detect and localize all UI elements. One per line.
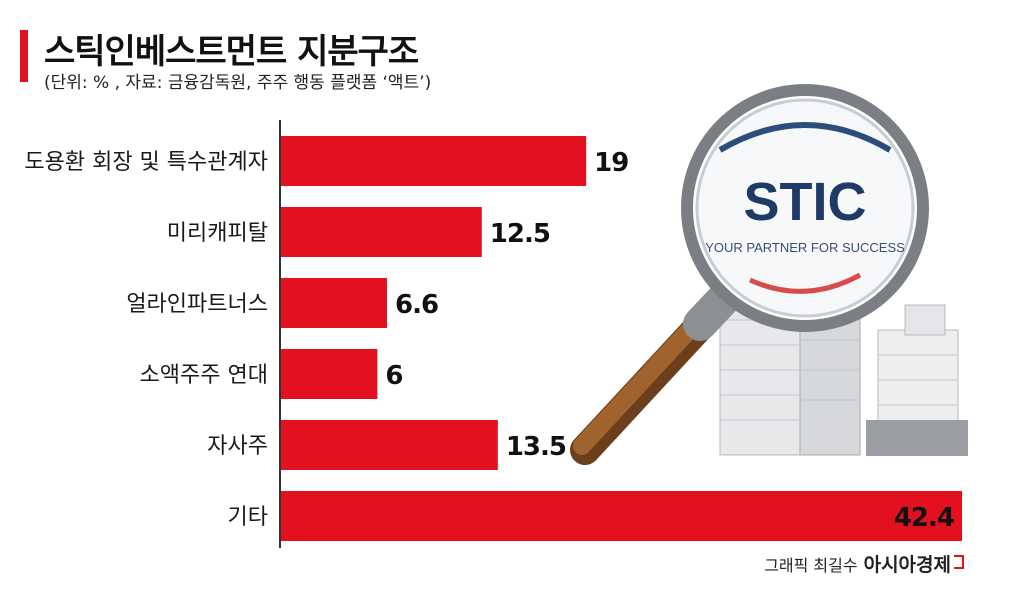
bar-3 — [281, 349, 378, 399]
value-label-0: 19 — [594, 148, 628, 178]
value-label-5: 42.4 — [894, 503, 954, 533]
bars-group: 도용환 회장 및 특수관계자 19 미리캐피탈 12.5 얼라인파트너스 6.6 소액주주 … — [24, 136, 962, 541]
stic-tagline-text: YOUR PARTNER FOR SUCCESS — [705, 240, 905, 255]
magnifier-lens: STIC YOUR PARTNER FOR SUCCESS — [681, 84, 929, 332]
category-label-2: 얼라인파트너스 — [126, 292, 268, 317]
value-label-1: 12.5 — [490, 219, 550, 249]
magnifier-illustration: STIC YOUR PARTNER FOR SUCCESS — [570, 84, 968, 465]
category-label-3: 소액주주 연대 — [140, 363, 268, 388]
chart-title: 스틱인베스트먼트 지분구조 — [44, 32, 419, 72]
category-label-0: 도용환 회장 및 특수관계자 — [24, 150, 268, 175]
footer-credit: 그래픽 최길수 아시아경제 — [764, 550, 964, 577]
title-accent-bar — [20, 30, 28, 82]
category-label-5: 기타 — [228, 505, 268, 530]
value-label-3: 6 — [385, 361, 402, 391]
chart-subtitle: (단위: % , 자료: 금융감독원, 주주 행동 플랫폼 ‘액트’) — [44, 73, 432, 93]
publisher-brand: 아시아경제 — [863, 554, 951, 576]
category-label-1: 미리캐피탈 — [167, 221, 268, 246]
bar-1 — [281, 207, 482, 257]
brand-mark-icon — [954, 555, 964, 569]
bar-5 — [281, 491, 962, 541]
bar-2 — [281, 278, 388, 328]
stic-logo-text: STIC — [743, 172, 866, 232]
category-label-4: 자사주 — [207, 434, 268, 459]
bar-0 — [281, 136, 587, 186]
graphic-credit: 그래픽 최길수 — [764, 556, 858, 575]
bar-4 — [281, 420, 498, 470]
buildings-image — [719, 294, 968, 456]
value-label-4: 13.5 — [506, 432, 566, 462]
value-label-2: 6.6 — [395, 290, 438, 320]
